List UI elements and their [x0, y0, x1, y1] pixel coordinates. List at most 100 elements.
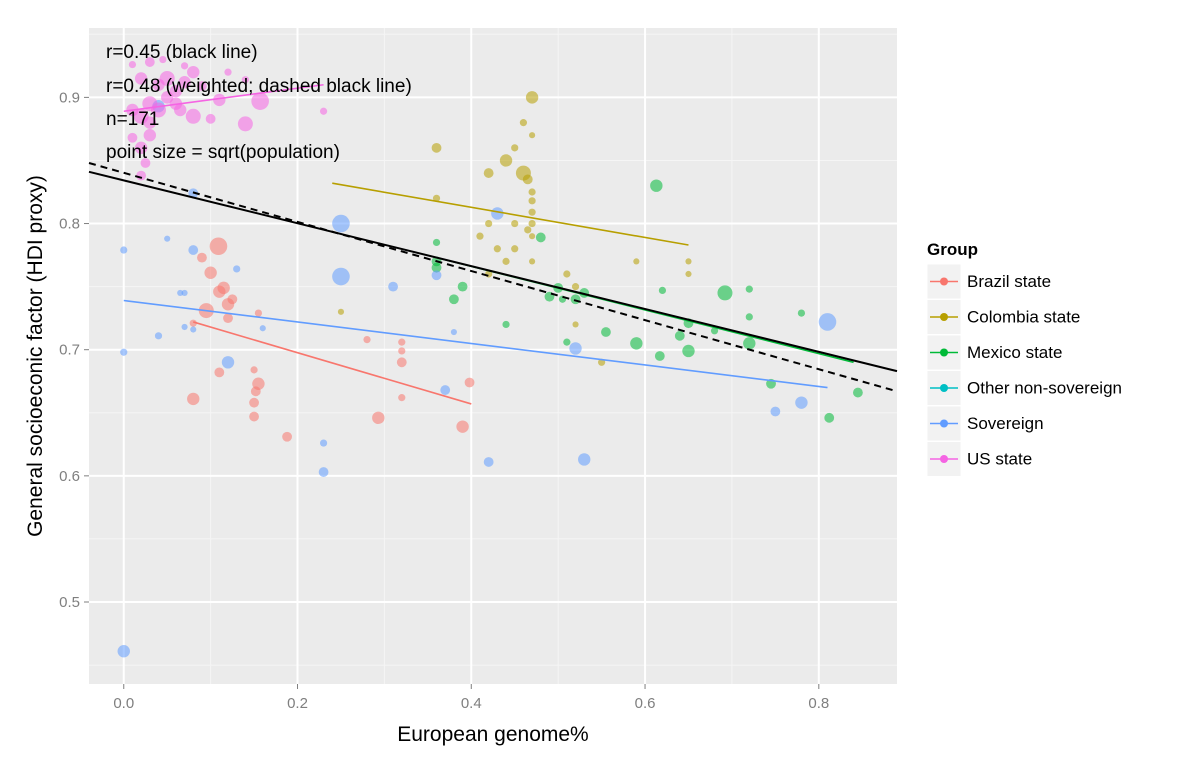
point-colombia-state: [525, 91, 539, 104]
y-tick-label: 0.5: [59, 594, 80, 611]
fit-line-brazil-state: [193, 321, 472, 405]
point-us-state: [224, 68, 232, 76]
point-colombia-state: [511, 144, 519, 152]
y-tick-label: 0.8: [59, 216, 80, 233]
point-colombia-state: [499, 154, 513, 167]
legend-label-other-non-sovereign: Other non-sovereign: [967, 379, 1122, 398]
legend-title: Group: [927, 240, 978, 259]
point-colombia-state: [685, 270, 692, 278]
point-brazil-state: [398, 338, 406, 346]
point-mexico-state: [601, 327, 611, 337]
point-mexico-state: [432, 238, 441, 247]
point-us-state: [251, 92, 269, 110]
point-us-state: [140, 158, 151, 168]
point-mexico-state: [745, 313, 753, 321]
point-us-state: [180, 62, 189, 70]
point-colombia-state: [483, 168, 494, 178]
data-points: [117, 55, 863, 658]
point-sovereign: [221, 356, 235, 369]
point-colombia-state: [571, 283, 580, 291]
point-sovereign: [770, 406, 781, 417]
point-colombia-state: [493, 245, 501, 253]
point-colombia-state: [485, 219, 493, 228]
point-us-state: [128, 60, 137, 69]
point-colombia-state: [572, 321, 579, 328]
legend-key-point: [940, 277, 948, 286]
point-mexico-state: [570, 294, 581, 305]
point-sovereign: [181, 323, 188, 331]
point-us-state: [136, 170, 147, 181]
grid-major: [89, 28, 897, 684]
point-sovereign: [259, 325, 266, 332]
point-us-state: [185, 108, 201, 124]
point-sovereign: [117, 645, 130, 658]
legend-key-point: [940, 348, 948, 357]
fit-line-overall-weighted: [88, 162, 898, 393]
annotation-point-size: point size = sqrt(population): [106, 142, 340, 163]
legend-key-point: [940, 455, 948, 463]
point-brazil-state: [187, 392, 200, 406]
point-sovereign: [188, 245, 199, 255]
point-mexico-state: [682, 344, 695, 358]
point-colombia-state: [563, 270, 571, 278]
point-us-state: [127, 132, 138, 143]
point-brazil-state: [209, 237, 228, 256]
point-colombia-state: [524, 226, 532, 234]
point-brazil-state: [217, 281, 230, 295]
fit-line-overall: [88, 170, 898, 373]
point-sovereign: [431, 270, 442, 281]
legend-key-point: [940, 313, 948, 321]
point-colombia-state: [529, 258, 536, 265]
point-mexico-state: [457, 281, 468, 292]
legend-label-brazil-state: Brazil state: [967, 272, 1051, 291]
point-colombia-state: [431, 142, 442, 153]
annotation-r: r=0.45 (black line): [106, 42, 258, 63]
point-sovereign: [332, 267, 350, 286]
point-sovereign: [154, 332, 163, 340]
point-colombia-state: [529, 233, 536, 240]
point-us-state: [237, 116, 253, 132]
point-us-state: [134, 141, 148, 155]
point-sovereign: [177, 289, 184, 297]
point-brazil-state: [398, 347, 406, 355]
point-us-state: [143, 129, 157, 142]
point-brazil-state: [250, 386, 261, 397]
point-us-state: [178, 76, 191, 89]
point-colombia-state: [432, 194, 441, 202]
point-mexico-state: [563, 338, 571, 346]
x-axis: 0.0 0.2 0.4 0.6 0.8: [113, 684, 829, 712]
point-brazil-state: [396, 357, 407, 368]
legend-label-colombia-state: Colombia state: [967, 308, 1080, 327]
point-brazil-state: [223, 313, 233, 324]
point-brazil-state: [398, 394, 406, 402]
y-axis-label: General socioeconic factor (HDI proxy): [24, 175, 47, 537]
point-brazil-state: [227, 294, 238, 305]
point-brazil-state: [214, 367, 225, 378]
point-mexico-state: [535, 232, 546, 243]
point-colombia-state: [528, 219, 536, 228]
point-sovereign: [318, 467, 329, 477]
point-brazil-state: [464, 377, 475, 388]
point-us-state: [159, 55, 167, 64]
point-brazil-state: [363, 336, 371, 344]
fit-line-colombia-state: [332, 182, 689, 246]
point-sovereign: [795, 396, 808, 409]
point-colombia-state: [476, 232, 484, 240]
point-mexico-state: [674, 330, 685, 341]
point-brazil-state: [189, 319, 197, 327]
legend: Group Brazil state Colombia state Mexico s…: [926, 240, 1122, 477]
regression-lines: [88, 83, 898, 405]
plot-panel: [89, 28, 897, 684]
x-tick-label: 0.8: [808, 695, 829, 712]
y-tick-label: 0.6: [59, 468, 80, 485]
point-sovereign: [578, 453, 591, 466]
point-mexico-state: [745, 285, 753, 293]
point-sovereign: [483, 457, 494, 467]
point-mexico-state: [449, 294, 459, 305]
point-colombia-state: [522, 174, 533, 185]
point-us-state: [169, 84, 183, 98]
point-sovereign: [818, 313, 837, 331]
point-sovereign: [164, 235, 171, 242]
x-tick-label: 0.2: [287, 695, 308, 712]
